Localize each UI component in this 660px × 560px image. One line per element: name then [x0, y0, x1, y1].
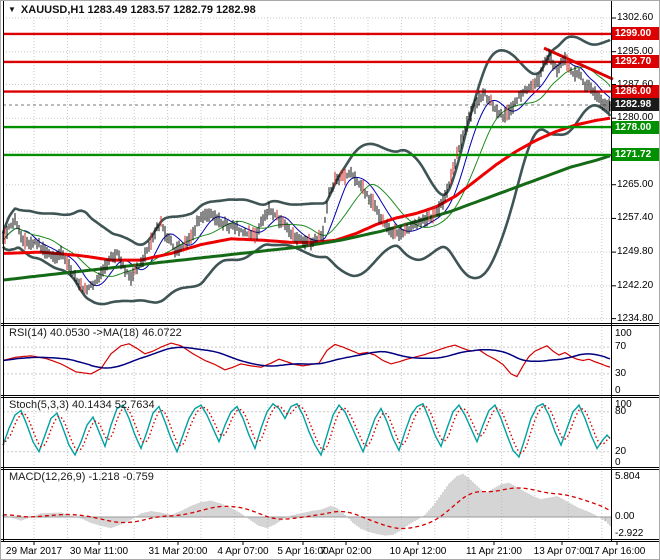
price-tick-label: 1287.60 [617, 78, 654, 90]
current-price-badge: 1282.98 [612, 98, 659, 112]
price-tick-label: 1234.80 [617, 312, 654, 324]
stoch-indicator-label: Stoch(5,3,3) 40.1434 52.7634 [9, 399, 155, 411]
stoch-tick-label: 0 [615, 457, 621, 468]
resistance-badge[interactable]: 1286.00 [612, 85, 659, 99]
rsi-tick-label: 30 [615, 367, 627, 379]
macd-indicator-label: MACD(12,26,9) -1.218 -0.759 [9, 471, 154, 483]
macd-tick-label: -2.922 [615, 528, 644, 539]
x-axis-label: 17 Apr 16:00 [588, 546, 646, 557]
chart-title-text: XAUUSD,H1 1283.49 1283.57 1282.79 1282.9… [20, 4, 256, 16]
stoch-tick-label: 20 [615, 445, 627, 457]
macd-tick-label: 0.00 [615, 511, 635, 522]
x-axis-label: 11 Apr 21:00 [466, 546, 522, 557]
rsi-tick-label: 0 [615, 385, 621, 396]
price-tick-label: 1295.00 [617, 45, 654, 57]
price-tick-label: 1302.60 [617, 12, 654, 23]
price-tick-label: 1242.20 [617, 279, 654, 291]
stoch-tick-label: 100 [615, 399, 632, 410]
price-tick-label: 1257.40 [617, 212, 654, 224]
x-axis-label: 30 Mar 11:00 [69, 546, 129, 557]
x-axis-label: 7 Apr 02:00 [320, 546, 372, 557]
rsi-tick-label: 100 [615, 328, 632, 339]
resistance-badge[interactable]: 1299.00 [612, 27, 659, 41]
support-badge[interactable]: 1271.72 [612, 148, 659, 162]
x-axis-label: 10 Apr 12:00 [389, 546, 447, 557]
chart-title: ▼ XAUUSD,H1 1283.49 1283.57 1282.79 1282.… [8, 4, 256, 16]
x-axis-label: 5 Apr 16:00 [277, 546, 329, 557]
x-axis-label: 13 Apr 07:00 [533, 546, 591, 557]
stoch-tick-label: 80 [615, 405, 627, 417]
x-axis-label: 31 Mar 20:00 [148, 546, 208, 557]
macd-tick-label: 5.804 [615, 471, 641, 482]
price-tick-label: 1265.00 [617, 178, 654, 190]
support-badge[interactable]: 1278.00 [612, 120, 659, 134]
price-tick-label: 1249.80 [617, 246, 654, 258]
resistance-badge[interactable]: 1292.70 [612, 55, 659, 69]
symbol-dropdown-icon[interactable]: ▼ [8, 5, 16, 14]
price-tick-label: 1280.00 [617, 112, 654, 124]
rsi-tick-label: 70 [615, 341, 627, 353]
rsi-indicator-label: RSI(14) 40.0530 ->MA(18) 46.0722 [9, 327, 182, 339]
x-axis-label: 29 Mar 2017 [5, 546, 63, 557]
x-axis-label: 4 Apr 07:00 [217, 546, 269, 557]
